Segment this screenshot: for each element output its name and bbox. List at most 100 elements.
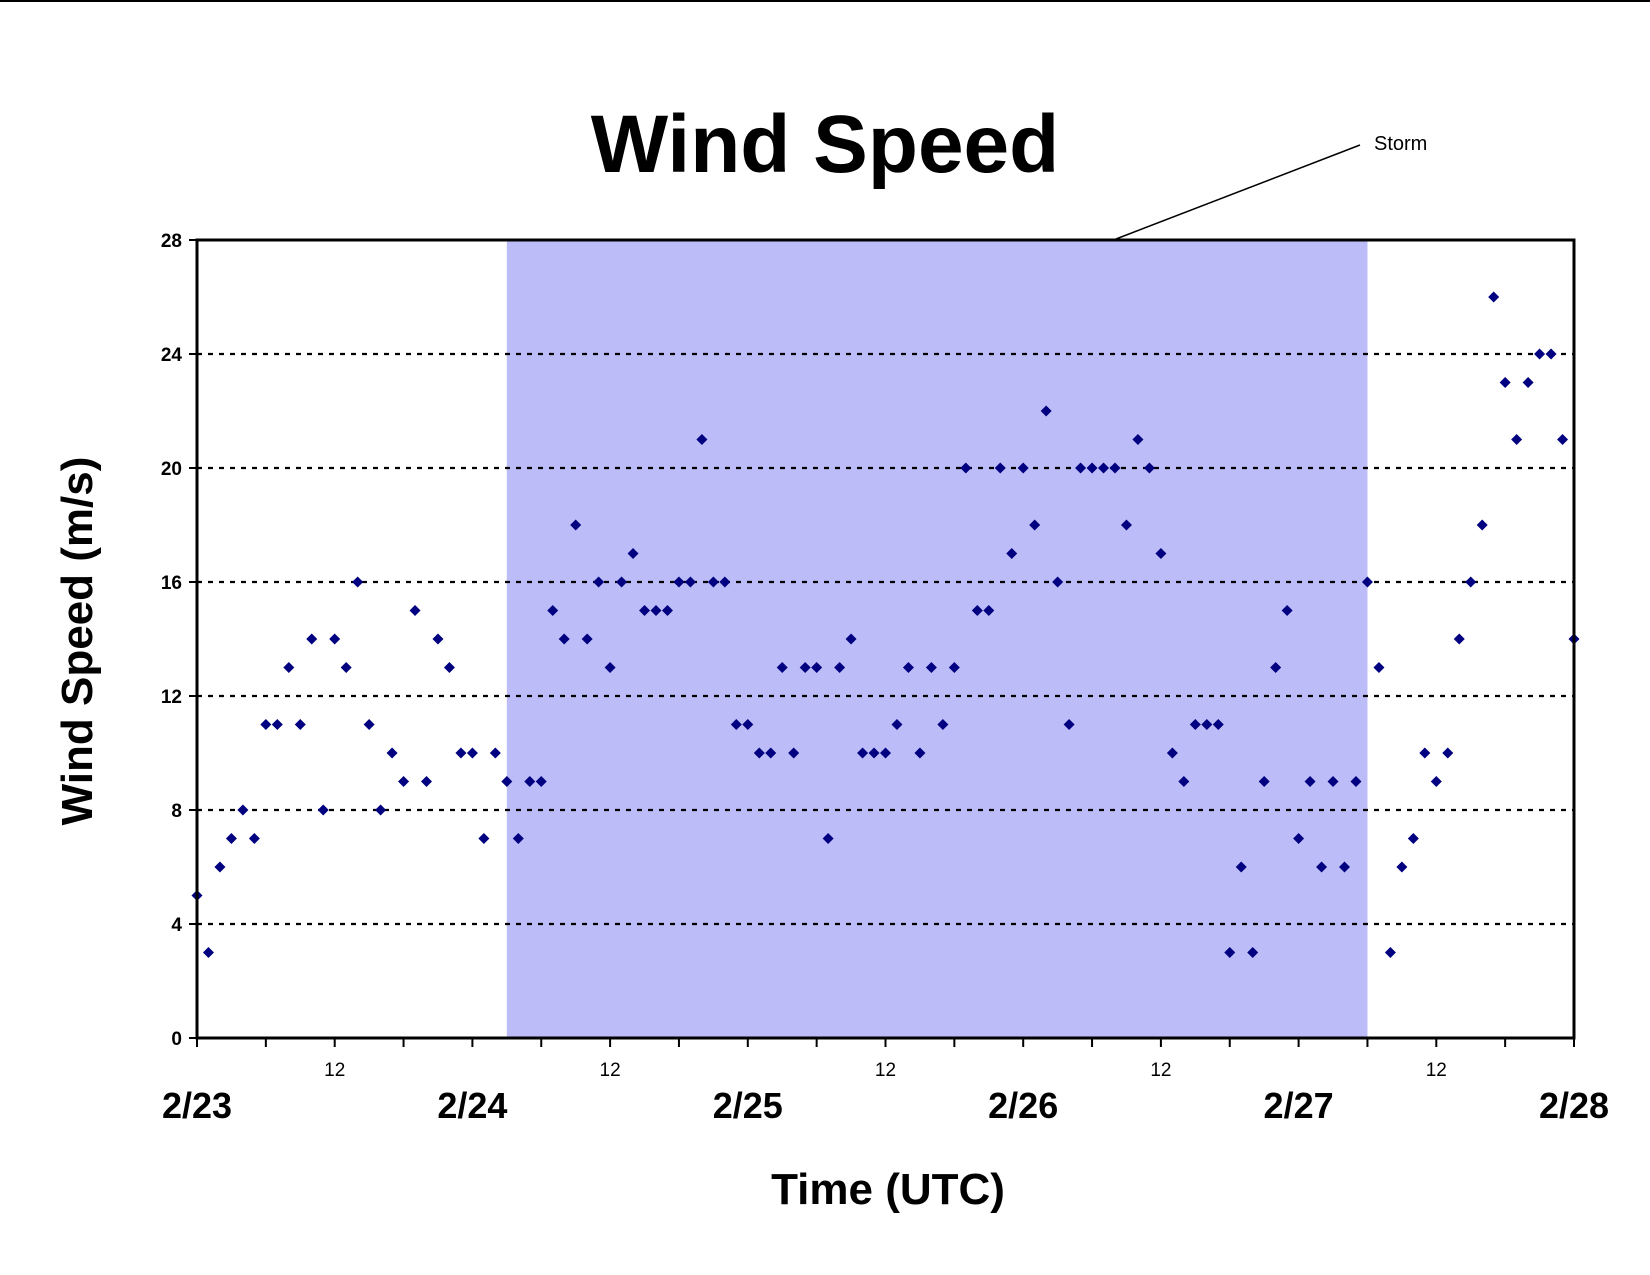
data-point <box>983 605 995 616</box>
data-point <box>455 747 467 759</box>
data-point <box>214 861 226 873</box>
data-point <box>960 462 972 474</box>
data-point <box>799 662 811 673</box>
data-point <box>1166 747 1178 759</box>
data-point <box>753 747 765 759</box>
data-point <box>1499 377 1511 388</box>
data-point <box>1465 576 1477 588</box>
data-point <box>478 833 490 844</box>
data-point <box>1419 747 1431 759</box>
y-tick-label: 12 <box>161 687 182 708</box>
data-point <box>914 747 926 759</box>
data-point <box>730 719 742 730</box>
data-point <box>604 662 616 673</box>
data-point <box>1270 662 1282 673</box>
data-point <box>834 662 846 673</box>
y-tick-label: 24 <box>161 345 183 366</box>
data-point <box>822 833 834 844</box>
data-point <box>1212 719 1224 730</box>
data-point <box>925 662 937 673</box>
data-point <box>421 776 432 787</box>
x-minor-tick-label: 12 <box>600 1060 621 1081</box>
data-point <box>1453 633 1465 645</box>
data-point <box>1361 576 1373 588</box>
data-point <box>352 576 364 588</box>
data-point <box>260 719 272 730</box>
data-point <box>1384 947 1396 958</box>
y-tick-label: 20 <box>161 459 182 480</box>
data-point <box>1086 462 1098 474</box>
data-point <box>1258 776 1270 787</box>
data-point <box>845 633 857 645</box>
data-point <box>650 605 662 616</box>
data-point <box>524 776 536 787</box>
data-point <box>340 662 352 673</box>
data-point <box>1534 348 1546 360</box>
data-point <box>1178 776 1190 787</box>
data-point <box>994 462 1006 474</box>
data-point <box>1488 291 1500 303</box>
data-point <box>1063 719 1075 730</box>
x-major-tick-label: 2/23 <box>162 1085 232 1126</box>
data-point <box>719 576 731 588</box>
data-point <box>386 747 398 759</box>
data-point <box>512 833 524 844</box>
data-point <box>1029 519 1041 531</box>
data-point <box>902 662 914 673</box>
data-point <box>317 804 329 816</box>
x-minor-tick-label: 12 <box>875 1060 896 1081</box>
data-point <box>225 833 237 844</box>
data-point <box>891 719 903 730</box>
data-point <box>466 747 478 759</box>
data-point <box>684 576 696 588</box>
data-point <box>765 747 777 759</box>
x-axis-title: Time (UTC) <box>771 1165 1005 1214</box>
data-point <box>1189 719 1201 730</box>
data-point <box>857 747 869 759</box>
data-point <box>1304 776 1316 787</box>
data-point <box>294 719 306 730</box>
data-point <box>673 576 685 588</box>
x-major-tick-label: 2/28 <box>1539 1085 1609 1126</box>
data-point <box>616 576 628 588</box>
data-point <box>1396 861 1408 873</box>
storm-leader-line <box>1115 144 1361 240</box>
data-point <box>1545 348 1557 360</box>
data-point <box>1235 861 1247 873</box>
data-point <box>971 605 983 616</box>
data-point <box>535 776 547 787</box>
data-point <box>1350 776 1362 787</box>
top-border <box>0 0 1650 2</box>
x-major-tick-label: 2/26 <box>988 1085 1058 1126</box>
data-point <box>1316 861 1328 873</box>
y-tick-label: 0 <box>171 1029 182 1050</box>
data-point <box>306 633 318 645</box>
data-point <box>1040 405 1052 417</box>
data-point <box>1006 548 1018 559</box>
data-point <box>581 633 593 645</box>
data-point <box>570 519 582 531</box>
data-point <box>202 947 214 958</box>
data-point <box>1430 776 1442 787</box>
storm-annotation: Storm <box>1374 133 1427 155</box>
data-point <box>1120 519 1132 531</box>
y-tick-label: 16 <box>161 573 182 594</box>
data-point <box>409 605 421 616</box>
data-point <box>937 719 949 730</box>
plot-area: 0 4 8 12 16 20 24 28 12 12 12 12 12 2/23 2/24 2/25 2/26 2… <box>161 231 1609 1126</box>
data-point <box>661 605 673 616</box>
data-point <box>948 662 960 673</box>
data-point <box>1557 434 1569 445</box>
data-point <box>1407 833 1419 844</box>
data-point <box>547 605 559 616</box>
data-point <box>1373 662 1385 673</box>
x-minor-tick-label: 12 <box>324 1060 345 1081</box>
data-point <box>271 719 283 730</box>
data-point <box>283 662 295 673</box>
data-point <box>1132 434 1144 445</box>
data-point <box>788 747 800 759</box>
plot-frame <box>195 238 1576 1040</box>
data-point <box>742 719 754 730</box>
data-point <box>1052 576 1064 588</box>
